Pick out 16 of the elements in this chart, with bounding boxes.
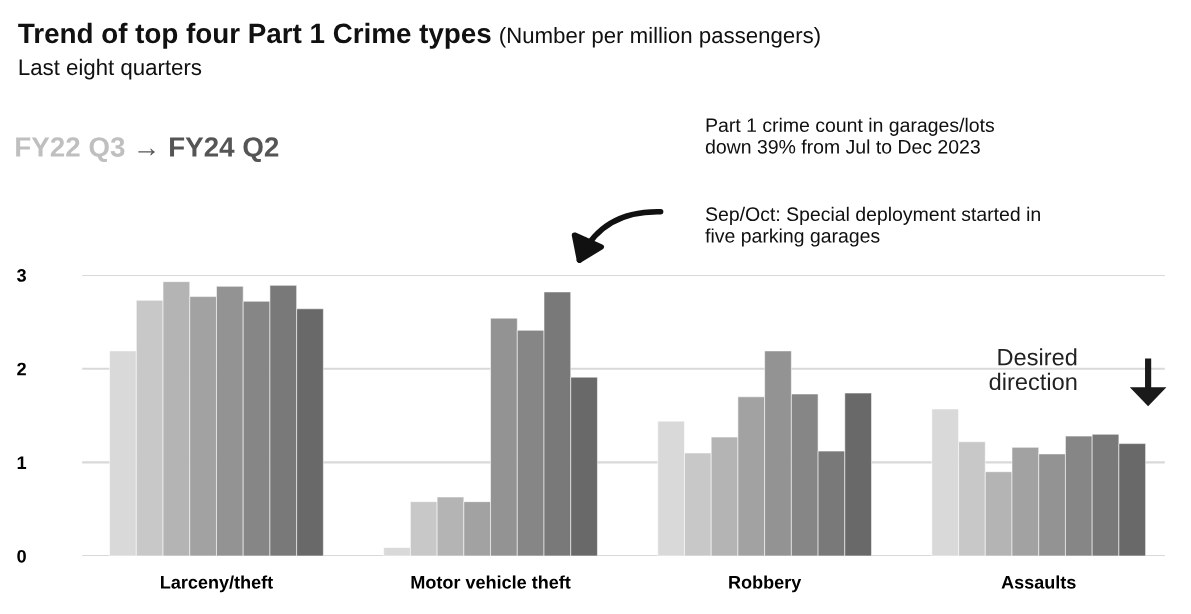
text: FY22 Q3 xyxy=(16,137,125,163)
annotation: Desired direction xyxy=(989,348,1077,391)
chart-title: Trend of top four Part 1 Crime types xyxy=(18,22,491,49)
chart-subtitle: Last eight quarters xyxy=(19,58,202,80)
y-tick-label: 3 xyxy=(17,269,26,282)
x-tick-label: Motor vehicle theft xyxy=(411,575,571,589)
y-tick-label: 1 xyxy=(17,456,27,469)
text: Sep/Oct: Special deployment started in five parking garages xyxy=(705,206,1040,247)
x-tick-label: Robbery xyxy=(729,575,802,593)
y-tick-label: 0 xyxy=(17,549,26,563)
text: → FY24 Q2 xyxy=(138,137,279,163)
text: Part 1 crime count in garages/lots down 39% from Jul to Dec 2023 xyxy=(705,117,995,154)
x-tick-label: Assaults xyxy=(1001,575,1076,589)
y-tick-label: 2 xyxy=(17,362,26,376)
x-tick-label: Larceny/theft xyxy=(161,575,273,593)
text: (Number per million passengers) xyxy=(500,26,820,48)
